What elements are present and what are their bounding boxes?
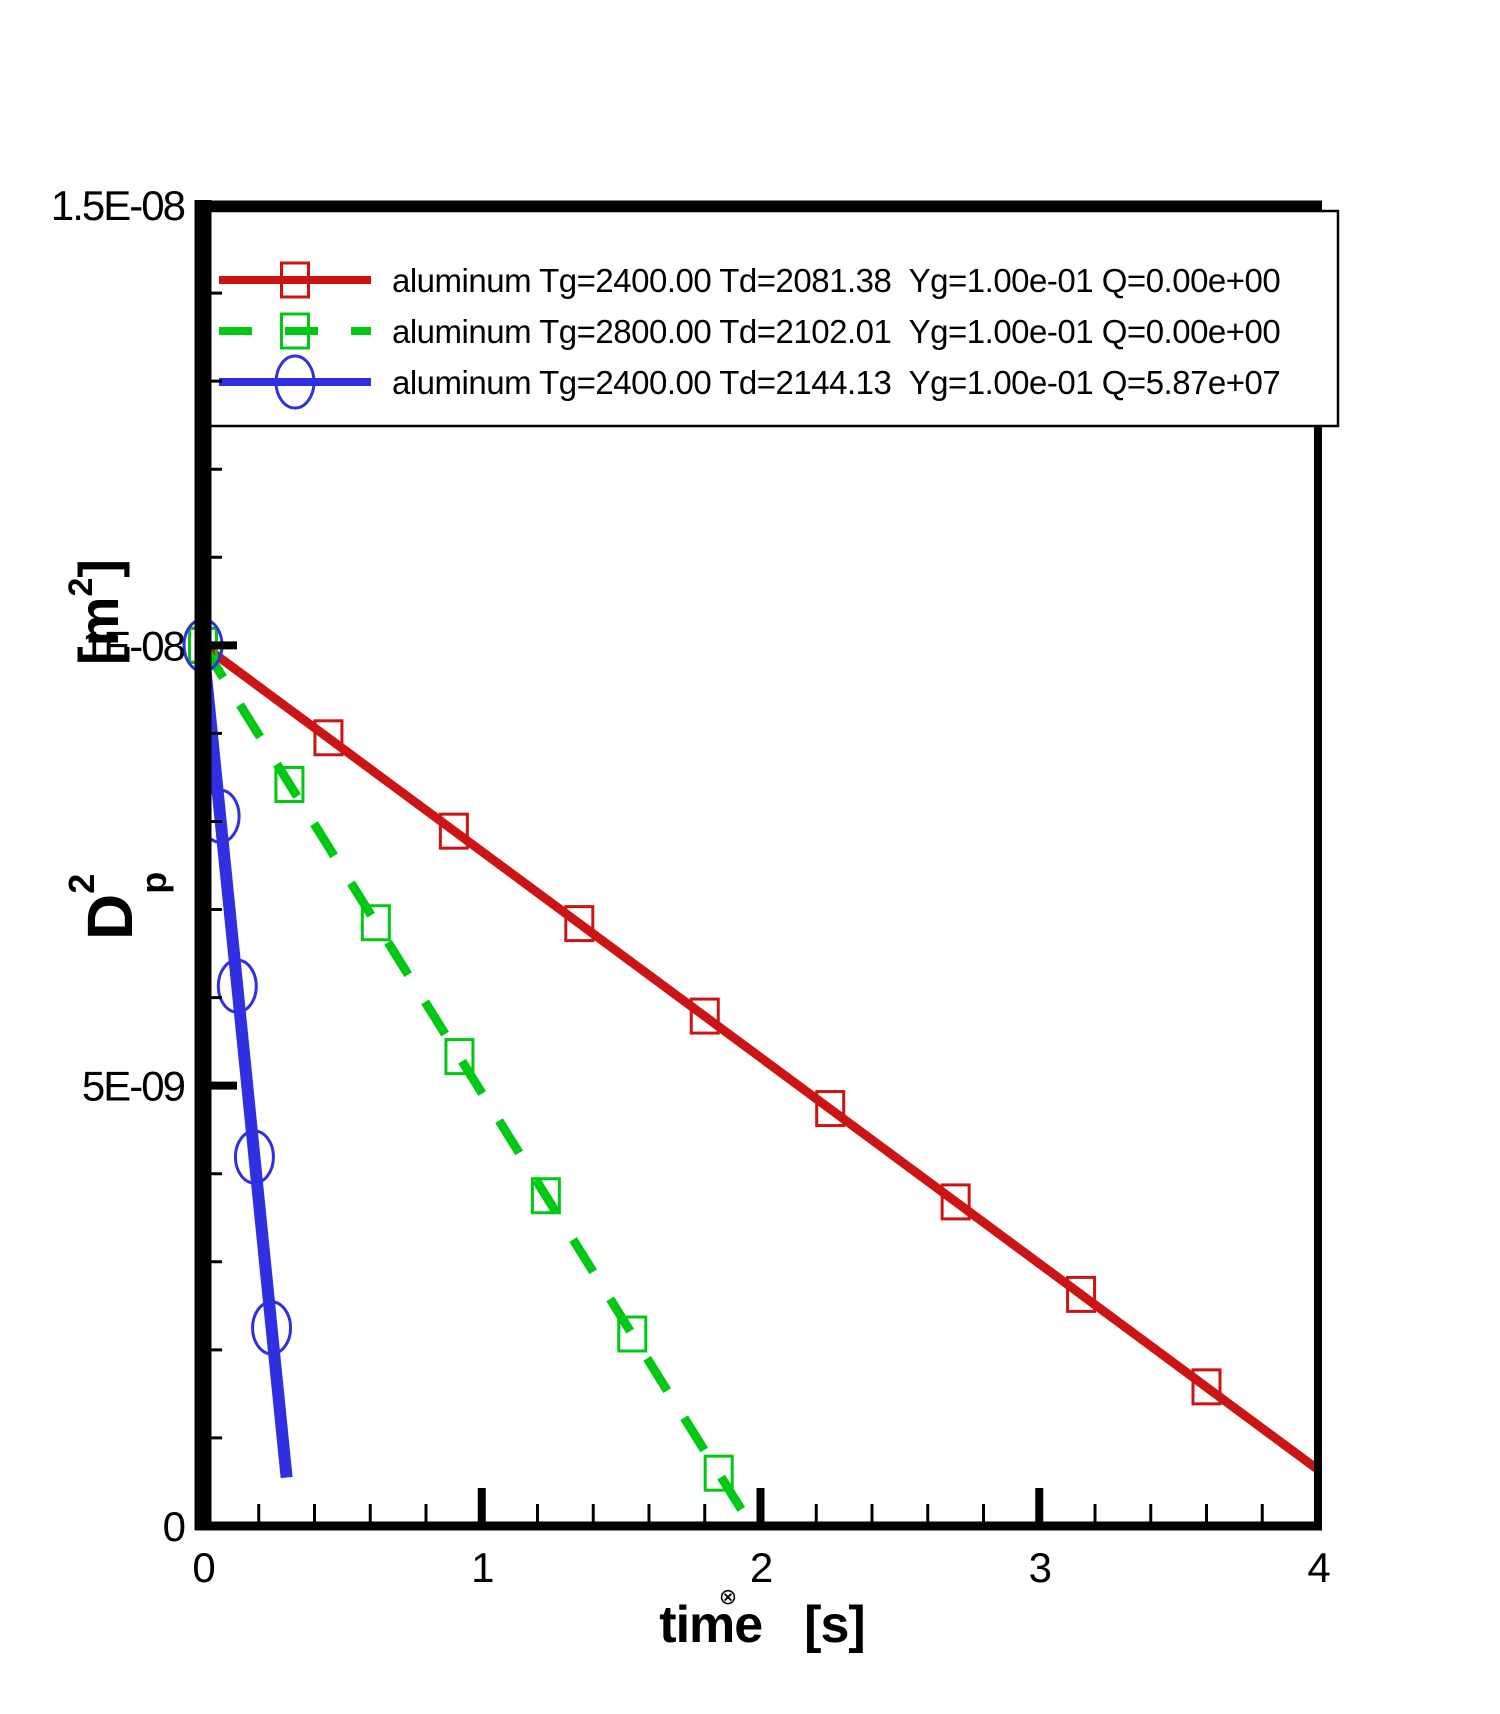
legend-label-2: aluminum Tg=2400.00 Td=2144.13 Yg=1.00e-…: [392, 364, 1280, 401]
y-axis-title-variable: D2 p: [61, 872, 174, 940]
marker-square-0: [815, 1090, 846, 1128]
y-axis-units-sup: 2: [62, 578, 100, 597]
legend: aluminum Tg=2400.00 Td=2081.38 Yg=1.00e-…: [204, 209, 1340, 428]
legend-row-2: aluminum Tg=2400.00 Td=2144.13 Yg=1.00e-…: [219, 354, 1281, 410]
legend-marker-0: [280, 261, 310, 299]
legend-row-0: aluminum Tg=2400.00 Td=2081.38 Yg=1.00e-…: [219, 261, 1281, 299]
x-tick-label: 0: [192, 1544, 214, 1591]
marker-square-0: [564, 905, 595, 943]
marker-square-0: [313, 719, 344, 757]
legend-label-0: aluminum Tg=2400.00 Td=2081.38 Yg=1.00e-…: [392, 262, 1280, 299]
y-axis-units-close: ]: [67, 559, 130, 578]
legend-marker-1: [280, 312, 310, 350]
y-tick-label: 1E-08: [82, 622, 185, 669]
marker-square-1: [617, 1315, 648, 1353]
legend-rows: aluminum Tg=2400.00 Td=2081.38 Yg=1.00e-…: [219, 261, 1281, 410]
axis-ticks: [203, 291, 1264, 1526]
series-lines: [197, 641, 1321, 1529]
marker-circle-2: [216, 958, 258, 1014]
marker-square-1: [444, 1038, 475, 1076]
stray-circled-x-glyph: ⊗: [719, 1585, 737, 1610]
x-axis-title-unit: [s]: [804, 1596, 865, 1654]
y-axis-title-units: [m2]: [62, 559, 130, 665]
legend-row-1: aluminum Tg=2800.00 Td=2102.01 Yg=1.00e-…: [219, 312, 1281, 350]
marker-square-0: [438, 812, 469, 850]
y-tick-label: 0: [163, 1503, 185, 1550]
marker-square-1: [274, 765, 305, 803]
marker-circle-2: [233, 1129, 275, 1185]
x-axis-title: time [s]: [659, 1596, 864, 1654]
x-tick-label: 2: [750, 1544, 772, 1591]
marker-square-1: [530, 1177, 561, 1215]
y-tick-label: 5E-09: [82, 1063, 185, 1110]
axis-tick-labels: 0 1 2 3 4 0 5E-09 1E-08 1.5E-08: [51, 182, 1332, 1591]
legend-box: [204, 209, 1340, 428]
marker-square-0: [1066, 1275, 1097, 1313]
series-line-1: [199, 642, 756, 1529]
series-line-2: [197, 644, 293, 1479]
series-line-0: [200, 641, 1321, 1474]
x-tick-label: 3: [1029, 1544, 1051, 1591]
y-tick-label: 1.5E-08: [51, 182, 185, 229]
marker-square-0: [940, 1183, 971, 1221]
marker-square-1: [360, 904, 391, 942]
marker-square-0: [1191, 1368, 1222, 1406]
y-axis-title-sup: 2: [61, 874, 102, 894]
x-axis-title-word: time: [659, 1596, 762, 1654]
marker-circle-2: [251, 1300, 293, 1356]
marker-square-0: [689, 997, 720, 1035]
y-axis-units-open: [m: [67, 597, 130, 665]
x-tick-label: 4: [1307, 1544, 1330, 1591]
marker-square-1: [703, 1454, 734, 1492]
y-axis-title-base: D: [74, 894, 146, 940]
y-axis-title-sub: p: [133, 872, 174, 894]
legend-label-1: aluminum Tg=2800.00 Td=2102.01 Yg=1.00e-…: [392, 313, 1280, 350]
x-tick-label: 1: [471, 1544, 493, 1591]
legend-marker-2: [274, 354, 316, 410]
